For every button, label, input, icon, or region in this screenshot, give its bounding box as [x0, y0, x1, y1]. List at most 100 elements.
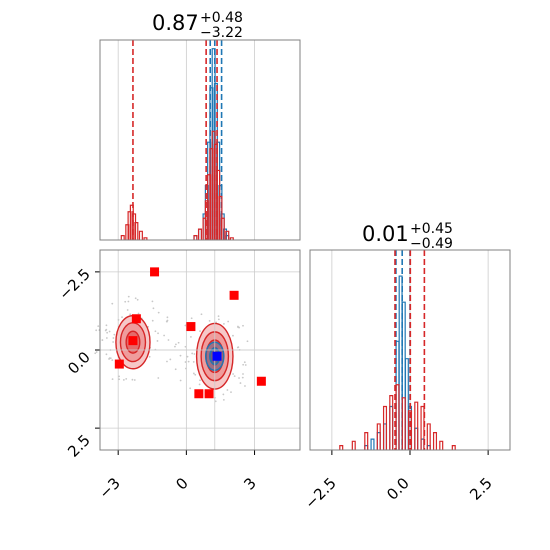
joint-scatter-point: [151, 300, 154, 303]
joint-scatter-point: [105, 353, 108, 356]
joint-scatter-point: [184, 367, 187, 370]
joint-scatter-point: [166, 316, 169, 319]
joint-marker-red: [131, 314, 141, 324]
joint-scatter-point: [113, 333, 116, 336]
joint-scatter-point: [131, 378, 134, 381]
joint-y-tick-label: 2.5: [64, 431, 94, 461]
joint-scatter-point: [127, 295, 130, 298]
joint-marker-red: [150, 267, 160, 277]
joint-scatter-point: [157, 332, 159, 335]
joint-scatter-point: [184, 345, 187, 348]
joint-scatter-point: [124, 300, 127, 303]
joint-scatter-point: [199, 330, 201, 333]
joint-scatter-point: [95, 351, 98, 353]
joint-scatter-point: [242, 363, 245, 366]
joint-scatter-point: [190, 317, 193, 320]
joint-scatter-point: [198, 383, 201, 386]
joint-marker-blue: [212, 351, 222, 361]
joint-scatter-point: [199, 379, 201, 382]
joint-marker-red: [128, 336, 138, 346]
joint-scatter-point: [97, 325, 100, 327]
joint-marker-red: [194, 389, 204, 399]
joint-scatter-point: [154, 330, 157, 333]
joint-scatter-point: [125, 377, 128, 380]
joint-scatter-point: [243, 361, 246, 364]
marginal-y-frame: [309, 249, 511, 451]
joint-scatter-point: [111, 302, 114, 305]
joint-x-tick-label: 0: [172, 474, 191, 493]
joint-scatter-point: [112, 337, 115, 339]
joint-scatter-point: [174, 368, 177, 371]
marginal-y-histogram-series: [339, 384, 456, 450]
joint-marker-red: [256, 376, 266, 386]
joint-scatter-point: [239, 382, 242, 384]
joint-scatter-point: [177, 341, 180, 344]
joint-scatter-point: [133, 379, 136, 381]
joint-marker-red: [204, 389, 214, 399]
joint-scatter-point: [222, 393, 225, 396]
joint-scatter-point: [236, 346, 239, 349]
joint-scatter-point: [126, 309, 129, 311]
joint-scatter-point: [95, 329, 98, 332]
joint-scatter-point: [157, 377, 160, 379]
joint-scatter-point: [193, 353, 196, 355]
joint-scatter-point: [192, 372, 195, 375]
joint-scatter-point: [242, 324, 244, 327]
joint-scatter-point: [111, 359, 114, 361]
joint-scatter-point: [118, 378, 121, 381]
joint-scatter-point: [217, 318, 220, 321]
joint-scatter-point: [134, 297, 137, 300]
joint-scatter-point: [179, 379, 182, 382]
marginal-y-x-tick-label: 2.5: [466, 474, 496, 504]
joint-scatter-point: [238, 377, 240, 379]
joint-scatter-point: [241, 376, 244, 379]
joint-scatter-point: [226, 389, 229, 391]
marginal-x-title-upper: +0.48: [200, 10, 243, 26]
joint-scatter-point: [137, 312, 140, 315]
joint-scatter-point: [122, 379, 125, 381]
joint-scatter-point: [148, 355, 151, 358]
joint-scatter-point: [121, 316, 123, 319]
joint-scatter-point: [190, 336, 192, 338]
joint-scatter-point: [167, 339, 170, 341]
joint-marker-red: [229, 290, 239, 300]
joint-scatter-point: [246, 340, 249, 343]
joint-scatter-point: [192, 361, 195, 363]
joint-scatter-point: [136, 298, 139, 301]
joint-panel: [94, 249, 301, 455]
joint-marker-red: [114, 359, 124, 369]
joint-scatter-point: [232, 334, 234, 337]
marginal-y-title-lower: −0.49: [410, 236, 453, 252]
joint-scatter-point: [174, 345, 176, 348]
marginal-y-panel: 0.01 +0.45 −0.49: [309, 221, 511, 455]
marginal-y-title-upper: +0.45: [410, 221, 453, 237]
joint-scatter-point: [117, 319, 120, 321]
joint-scatter-point: [232, 373, 235, 375]
joint-scatter-point: [163, 334, 166, 337]
marginal-y-x-tick-label: −2.5: [301, 474, 339, 512]
joint-scatter-point: [105, 337, 108, 339]
marginal-x-title-lower: −3.22: [200, 25, 243, 41]
marginal-y-x-tick-label: 0.0: [383, 474, 413, 504]
joint-y-tick-label: −2.5: [55, 265, 93, 303]
joint-frame: [99, 249, 301, 451]
joint-scatter-point: [101, 339, 104, 341]
joint-scatter-point: [106, 331, 109, 334]
joint-scatter-point: [108, 358, 110, 360]
joint-scatter-point: [129, 313, 132, 316]
joint-scatter-point: [127, 300, 130, 303]
joint-scatter-point: [112, 341, 115, 343]
joint-x-tick-label: 3: [240, 474, 259, 493]
joint-scatter-point: [118, 375, 121, 378]
marginal-x-title-value: 0.87: [152, 11, 199, 35]
joint-scatter-point: [187, 360, 190, 363]
joint-scatter-point: [151, 319, 154, 322]
joint-scatter-point: [94, 352, 97, 355]
joint-scatter-point: [157, 311, 160, 314]
marginal-y-histogram-series: [364, 275, 431, 450]
joint-scatter-point: [242, 373, 244, 375]
joint-scatter-point: [214, 400, 217, 403]
joint-scatter-point: [233, 375, 236, 378]
joint-scatter-point: [111, 378, 114, 381]
